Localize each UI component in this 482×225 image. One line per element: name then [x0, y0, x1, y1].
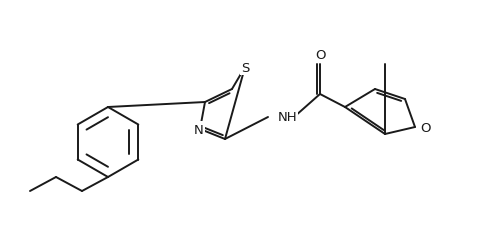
Text: O: O — [420, 121, 430, 134]
Text: O: O — [316, 49, 326, 62]
Text: S: S — [241, 61, 249, 74]
Text: N: N — [194, 123, 204, 136]
Text: NH: NH — [278, 111, 297, 124]
